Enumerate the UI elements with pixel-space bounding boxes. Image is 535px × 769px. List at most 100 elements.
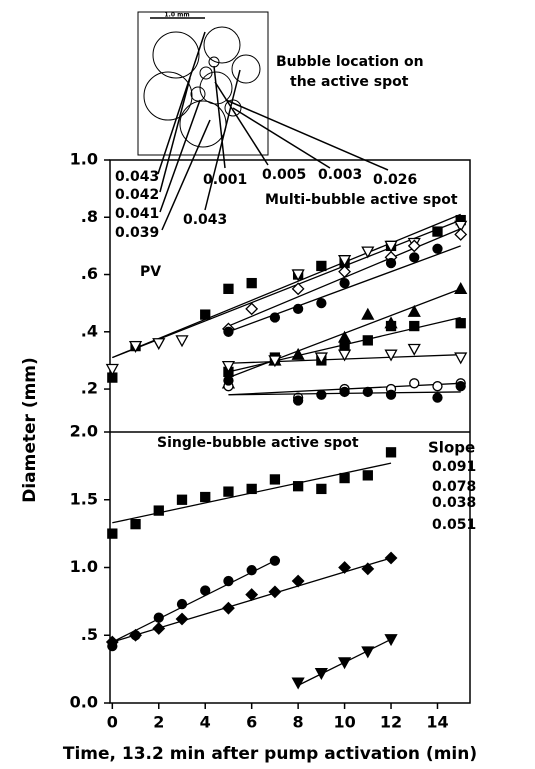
marker [200,491,211,503]
x-tick-label: 8 [293,713,304,732]
marker [175,612,189,626]
marker [291,282,305,296]
marker [339,472,350,484]
y-tick-label: .2 [81,379,98,398]
marker [339,386,350,398]
y-tick-label: 0.0 [70,693,98,712]
marker [291,574,305,588]
marker [409,378,420,389]
x-tick-label: 4 [200,713,211,732]
marker [384,634,398,647]
marker [152,622,166,635]
marker [361,307,375,320]
marker [454,352,468,365]
bubble [152,31,200,79]
marker [292,303,304,315]
marker [361,646,375,659]
marker [223,575,234,587]
marker [268,585,282,599]
marker [337,330,352,343]
annotation: 0.091 [432,459,476,475]
marker [455,318,466,329]
marker [105,635,119,649]
x-axis-title: Time, 13.2 min after pump activation (mi… [63,744,477,764]
marker [246,483,257,495]
marker [384,349,398,362]
marker [339,340,350,352]
annotation: Bubble location on [276,54,424,70]
marker [361,246,375,259]
marker [130,518,141,530]
marker [409,252,420,263]
leader-line [214,81,269,166]
marker [455,381,466,392]
marker [176,598,188,610]
scale-label: 1.0 mm [164,12,189,19]
marker [338,561,351,574]
marker [314,352,328,365]
marker [316,483,327,495]
marker [384,240,398,253]
marker [291,269,305,282]
marker [432,381,443,392]
marker [339,277,350,289]
y-tick-label: 2.0 [70,422,98,441]
y-tick-label: .4 [81,321,98,340]
marker [316,298,327,309]
marker [246,565,257,576]
marker [316,389,327,400]
annotation: 0.043 [183,212,227,228]
marker [407,239,421,253]
leader-line [161,119,211,231]
marker [409,320,420,332]
marker [454,281,468,294]
annotation: the active spot [290,74,409,90]
marker [175,335,189,348]
y-tick-label: 1.0 [70,557,98,576]
marker [337,349,352,362]
marker [362,470,373,481]
annotation: 0.005 [262,167,306,183]
marker [223,486,234,497]
marker [223,375,234,386]
marker [245,302,259,316]
marker [291,677,305,690]
x-tick-label: 14 [426,713,448,732]
marker [269,474,281,485]
marker [385,257,397,269]
marker [361,562,375,576]
marker [362,335,373,346]
marker [385,320,397,332]
marker [221,360,236,373]
fit-line [112,219,461,359]
marker [337,657,352,670]
annotation: 0.039 [115,225,159,241]
leader-line [159,77,191,193]
marker [246,277,257,289]
marker [153,612,164,623]
annotation: 0.078 [432,479,476,495]
marker [316,260,327,272]
x-tick-label: 0 [107,713,118,732]
fit-line [112,560,276,643]
annotation: 0.042 [115,187,159,203]
leader-line [232,107,331,169]
y-tick-label: .6 [81,264,98,283]
bubble [199,66,213,80]
marker [269,312,281,323]
marker [338,265,351,279]
x-tick-label: 12 [380,713,402,732]
marker [223,283,234,294]
marker [268,355,282,368]
marker [384,551,398,565]
annotation: 0.041 [115,206,159,222]
marker [223,326,234,337]
marker [432,243,443,254]
marker [176,494,188,505]
leader-line [225,99,389,171]
leader-line [204,69,241,211]
marker [407,304,421,317]
bubble [143,71,193,121]
